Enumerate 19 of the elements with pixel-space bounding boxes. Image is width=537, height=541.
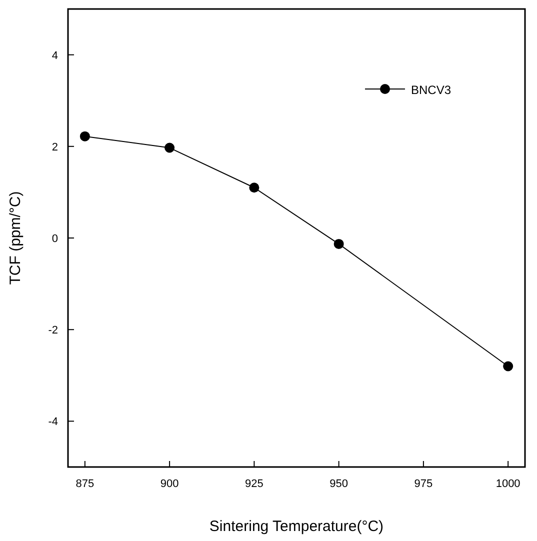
- y-tick-label: 4: [52, 50, 58, 62]
- legend-label: BNCV3: [411, 83, 452, 97]
- x-tick-label: 875: [76, 478, 94, 490]
- x-tick-label: 975: [414, 478, 433, 490]
- y-axis-title: TCF (ppm/°C): [7, 191, 24, 285]
- point: [503, 361, 514, 372]
- x-tick-label: 925: [245, 478, 264, 490]
- y-tick-label: 2: [52, 141, 58, 154]
- y-tick-label: 0: [52, 233, 58, 245]
- point: [334, 238, 344, 249]
- x-tick-label: 900: [160, 478, 179, 490]
- x-axis-title: Sintering Temperature(°C): [209, 518, 384, 535]
- point: [164, 142, 175, 153]
- point: [80, 131, 90, 142]
- x-tick-label: 950: [330, 478, 348, 490]
- y-tick-label: -4: [48, 416, 58, 428]
- x-tick-label: 1000: [496, 478, 520, 490]
- point: [249, 182, 260, 193]
- y-tick-label: -2: [48, 324, 58, 337]
